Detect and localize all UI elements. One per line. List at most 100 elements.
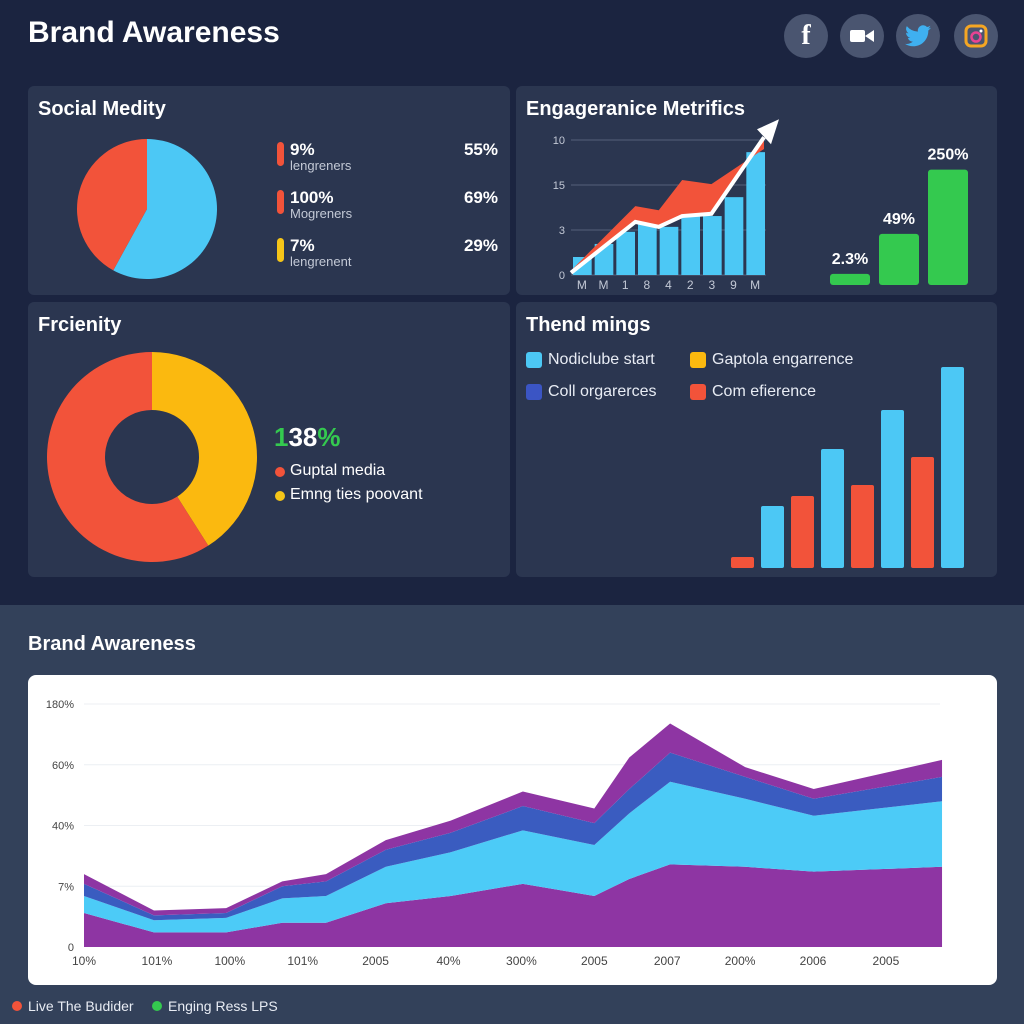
legend-label: Nodiclube start (548, 351, 655, 368)
bar (616, 231, 635, 275)
y-tick-label: 0 (68, 942, 74, 954)
arrow-head (757, 119, 779, 145)
x-tick-label: 101% (142, 954, 173, 968)
trend-bar-chart (731, 367, 964, 568)
bar (638, 224, 657, 275)
legend-marker (277, 190, 284, 214)
item-percent: 69% (463, 188, 498, 207)
trend-panel: Thend mings Nodiclube start Gaptola engar… (516, 302, 997, 577)
x-tick-label: M (577, 278, 587, 292)
growth-label: 2.3% (832, 251, 868, 268)
item-percent: 55% (463, 140, 498, 159)
x-tick-label: 200% (725, 954, 756, 968)
x-tick-label: 100% (214, 954, 245, 968)
x-tick-label: M (750, 278, 760, 292)
x-tick-label: 1 (622, 278, 629, 292)
trend-bar (731, 557, 754, 568)
legend-swatch (690, 352, 706, 368)
legend-marker (277, 238, 284, 262)
legend-swatch (526, 352, 542, 368)
panel-title: Engageranice Metrifics (526, 98, 745, 120)
growth-label: 250% (928, 147, 969, 164)
big-value-number: 38 (288, 422, 318, 452)
video-camera-icon[interactable] (840, 14, 884, 58)
item-label: lengreners (290, 158, 352, 173)
facebook-icon[interactable]: f (784, 14, 828, 58)
x-tick-label: 2005 (581, 954, 608, 968)
social-media-panel: Social Medity 9% lengreners 55% 100% Mogrene… (28, 86, 510, 295)
x-tick-label: 8 (643, 278, 650, 292)
y-tick-label: 60% (52, 760, 74, 772)
trend-line (569, 136, 766, 275)
awareness-chart-card: 0 7% 40% 60% 180% 10% 101% 100% 101% 2005 40% 300% 2… (28, 675, 997, 985)
y-tick-label: 3 (559, 225, 565, 237)
legend-swatch (526, 384, 542, 400)
growth-bar (928, 169, 968, 285)
trend-bar (881, 410, 904, 568)
frequency-panel: Frcienity 138% Guptal media Emng ties poo… (28, 302, 510, 577)
legend-marker (277, 142, 284, 166)
legend-dot (152, 1001, 162, 1011)
area-series (84, 781, 943, 933)
area-series (84, 752, 943, 921)
x-tick-label: 2005 (362, 954, 389, 968)
bar (746, 152, 765, 275)
y-tick-label: 10 (553, 135, 565, 147)
social-pie-chart (76, 139, 217, 279)
engagement-panel: Engageranice Metrifics 0 3 15 10 M M 1 8 4 2 3 9 M 2.… (516, 86, 997, 295)
big-value-unit: % (317, 422, 341, 452)
twitter-icon[interactable] (896, 14, 940, 58)
trend-bar (941, 367, 964, 568)
bar (681, 216, 700, 275)
bar (659, 226, 679, 275)
legend-dot (275, 467, 285, 477)
y-tick-label: 15 (553, 180, 565, 192)
legend-label: Enging Ress LPS (168, 998, 278, 1014)
pie-slice (46, 352, 209, 562)
y-tick-label: 0 (559, 270, 565, 282)
legend-label: Emng ties poovant (290, 486, 423, 503)
legend-label: Guptal media (290, 462, 386, 479)
section-title: Brand Awareness (28, 633, 196, 655)
legend-dot (275, 491, 285, 501)
item-value: 9% (290, 140, 315, 159)
x-tick-label: 2 (687, 278, 694, 292)
item-value: 7% (290, 236, 315, 255)
legend-dot (12, 1001, 22, 1011)
trend-bar (791, 496, 814, 568)
x-tick-label: 101% (287, 954, 318, 968)
legend-label: Coll orgarerces (548, 383, 657, 400)
legend-label: Com efierence (712, 383, 817, 400)
legend-swatch (690, 384, 706, 400)
item-percent: 29% (463, 236, 498, 255)
pie-slice (152, 352, 257, 546)
item-label: Mogreners (290, 206, 353, 221)
y-tick-label: 7% (58, 881, 74, 893)
legend-label: Gaptola engarrence (712, 351, 854, 368)
trend-bar (761, 506, 784, 568)
x-tick-label: 9 (730, 278, 737, 292)
x-tick-label: 10% (72, 954, 96, 968)
bar (703, 216, 722, 275)
trend-bar (911, 457, 934, 568)
x-tick-label: 2006 (800, 954, 827, 968)
growth-bar (830, 273, 870, 285)
x-tick-label: 4 (665, 278, 672, 292)
item-label: lengrenent (290, 254, 352, 269)
page-title: Brand Awareness (28, 16, 280, 49)
instagram-icon[interactable] (954, 14, 998, 58)
big-value: 138% (274, 422, 341, 453)
growth-label: 49% (883, 211, 915, 228)
x-tick-label: M (599, 278, 609, 292)
x-tick-label: 3 (708, 278, 715, 292)
awareness-area-chart: 0 7% 40% 60% 180% 10% 101% 100% 101% 2005 40% 300% 2… (46, 699, 943, 968)
pie-slice (76, 139, 147, 271)
panel-title: Thend mings (526, 314, 651, 336)
x-tick-label: 300% (506, 954, 537, 968)
frequency-donut-chart (46, 352, 257, 562)
trend-bar (821, 449, 844, 568)
y-tick-label: 180% (46, 699, 74, 711)
bar (724, 197, 744, 275)
panel-title: Social Medity (38, 98, 166, 120)
